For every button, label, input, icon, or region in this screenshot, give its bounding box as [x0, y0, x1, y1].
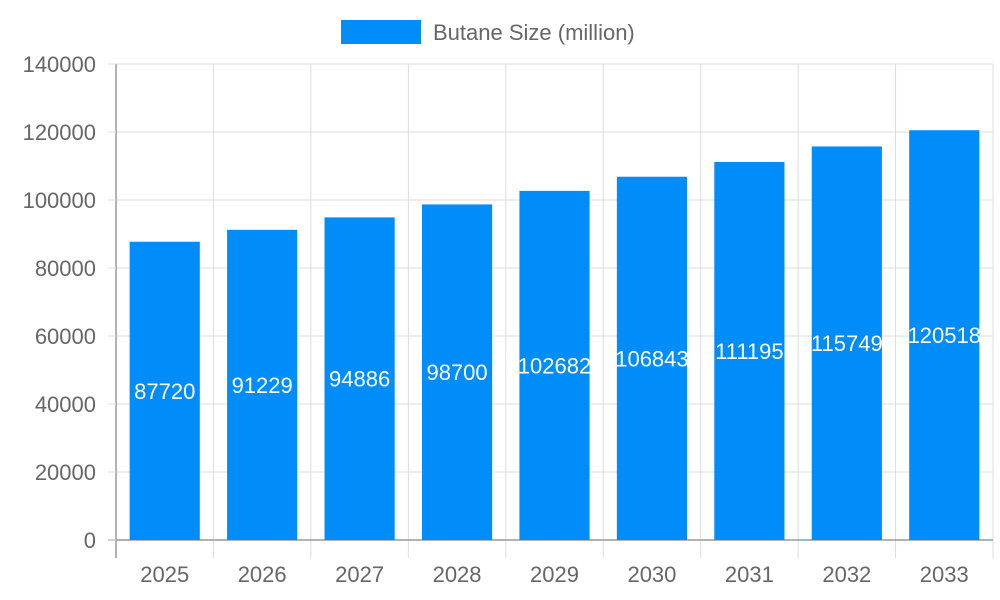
data-label: 120518: [908, 323, 981, 348]
bars: [129, 130, 980, 541]
y-tick-label: 100000: [23, 188, 96, 213]
bar: [616, 176, 688, 540]
y-tick-label: 40000: [35, 392, 96, 417]
y-tick-label: 120000: [23, 120, 96, 145]
data-labels: 87720 91229 94886 98700 102682 106843 111195 11…: [134, 323, 981, 404]
bar: [129, 241, 200, 540]
y-tick-label: 0: [84, 528, 96, 553]
bar: [519, 190, 590, 540]
data-label: 106843: [615, 346, 688, 371]
y-tick-label: 20000: [35, 460, 96, 485]
data-label: 94886: [329, 367, 390, 392]
data-label: 102682: [518, 353, 591, 378]
x-tick-label: 2033: [920, 562, 969, 587]
bar: [227, 229, 298, 540]
data-label: 115749: [811, 331, 883, 356]
x-tick-label: 2028: [433, 562, 482, 587]
y-tick-label: 60000: [35, 324, 96, 349]
data-label: 91229: [232, 373, 293, 398]
legend-swatch: [341, 20, 421, 44]
legend: Butane Size (million): [341, 20, 635, 45]
x-tick-label: 2027: [335, 562, 384, 587]
legend-label: Butane Size (million): [433, 20, 635, 45]
y-tick-label: 80000: [35, 256, 96, 281]
x-tick-label: 2032: [822, 562, 871, 587]
bar: [324, 217, 395, 540]
x-tick-label: 2025: [140, 562, 189, 587]
x-tick-label: 2031: [725, 562, 774, 587]
x-tick-label: 2026: [238, 562, 287, 587]
data-label: 87720: [134, 379, 195, 404]
y-tick-label: 140000: [23, 52, 96, 77]
x-axis-ticks: 2025 2026 2027 2028 2029 2030 2031 2032 2033: [140, 562, 969, 587]
bar: [909, 130, 980, 540]
data-label: 111195: [715, 339, 784, 364]
bar: [811, 146, 882, 540]
data-label: 98700: [426, 360, 487, 385]
bar: [714, 161, 785, 540]
x-tick-label: 2030: [627, 562, 676, 587]
y-axis-ticks: 0 20000 40000 60000 80000 100000 120000 140000: [23, 52, 116, 553]
bar: [421, 204, 493, 541]
x-tick-label: 2029: [530, 562, 579, 587]
